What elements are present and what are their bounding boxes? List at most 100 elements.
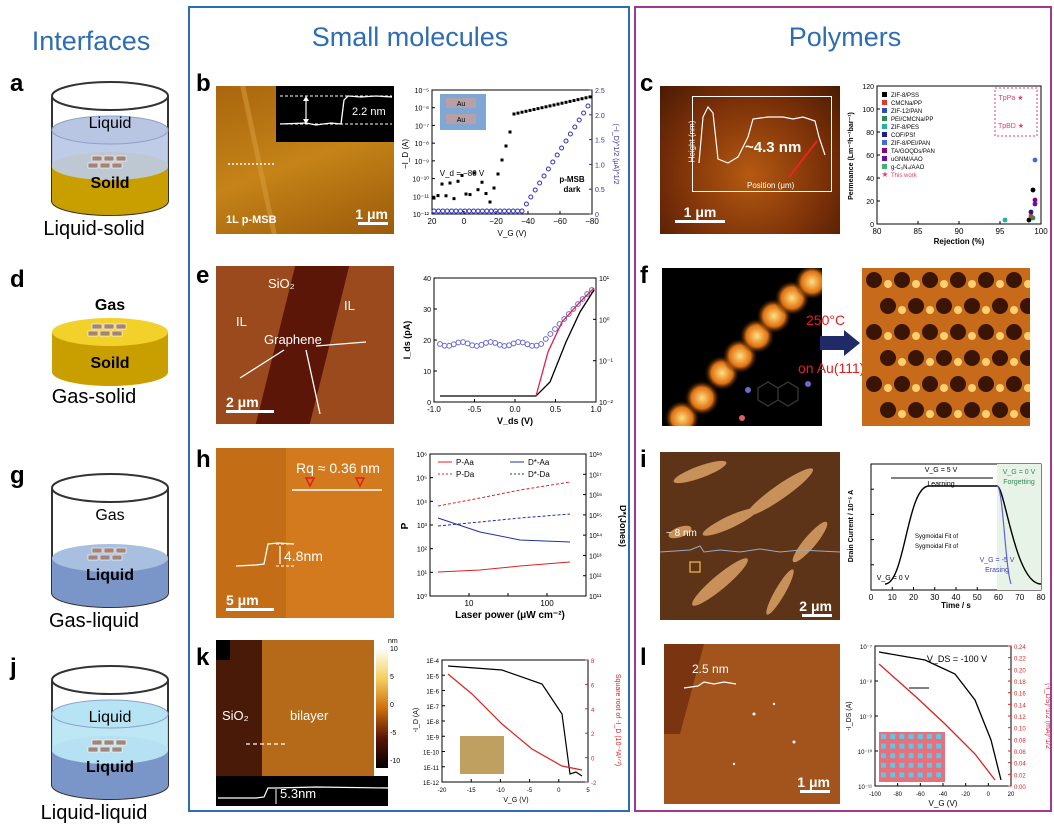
- x-tick-label: −60: [553, 217, 567, 226]
- interface-g-caption: Gas-liquid: [4, 610, 184, 633]
- panel-k-afm-image: SiO₂ bilayer: [216, 640, 374, 776]
- pore: [936, 298, 952, 314]
- panel-l-scale-bar: 1 μm: [782, 774, 830, 793]
- panel-i-afm-image: ~ 8 nm 2 μm: [660, 452, 840, 620]
- y2-tick-label: 0.16: [1014, 692, 1026, 698]
- node: [884, 384, 892, 392]
- x-tick-label: 100: [1034, 227, 1048, 236]
- x-tick-label: 10: [888, 593, 897, 602]
- pore: [1020, 402, 1030, 418]
- y2-tick-label: 0.12: [1014, 715, 1026, 721]
- data-point: [1031, 216, 1036, 221]
- x-tick-label: 0.5: [550, 405, 562, 414]
- panel-i-vg5-label: V_G = 5 V: [925, 467, 958, 474]
- pore: [922, 272, 938, 288]
- y-tick-label: 10⁻⁵: [415, 88, 429, 95]
- y-tick-label: 10: [423, 369, 431, 376]
- node: [968, 280, 976, 288]
- x-tick-label: 0: [462, 217, 467, 226]
- panel-b-letter: b: [196, 70, 211, 98]
- panel-l-letter: l: [640, 644, 647, 672]
- x-tick-label: -15: [467, 788, 476, 794]
- y2-tick-label: 10⁻²: [599, 400, 613, 407]
- legend-label: PEI/CMCNa/PP: [891, 117, 933, 123]
- legend-marker: [882, 140, 887, 145]
- pore: [936, 402, 952, 418]
- panel-h-p-da: [438, 482, 570, 506]
- pore: [964, 350, 980, 366]
- panel-e-scale-bar: 2 μm: [226, 394, 282, 413]
- panel-i-learning-label: Learning: [927, 481, 954, 488]
- node: [912, 280, 920, 288]
- y2-tick-label: 6: [591, 683, 595, 689]
- node: [996, 332, 1004, 340]
- interface-d-bottom-label: Soild: [90, 355, 129, 372]
- panel-h-xlabel: Laser power (μW cm⁻²): [455, 610, 565, 621]
- y2-tick-label: 10⁻¹: [599, 359, 613, 366]
- interface-j-diagram: Liquid Liquid: [40, 660, 180, 810]
- pore: [978, 272, 994, 288]
- y-tick-label: 10⁻⁷: [860, 644, 872, 651]
- y2-tick-label: 1.0: [595, 162, 605, 169]
- node: [1010, 410, 1018, 418]
- node: [926, 306, 934, 314]
- node: [982, 306, 990, 314]
- y2-tick-label: 10¹⁶: [589, 493, 602, 500]
- x-tick-label: 60: [994, 593, 1003, 602]
- panel-h-ylabel: P: [400, 522, 411, 529]
- interface-j-top-label: Liquid: [89, 709, 132, 726]
- legend-marker: [882, 132, 887, 137]
- data-point: [1033, 158, 1038, 163]
- interface-j-caption: Liquid-liquid: [4, 802, 184, 825]
- panel-j-letter: j: [10, 654, 17, 682]
- pore: [992, 350, 1008, 366]
- y-tick-label: 10⁻⁹: [860, 714, 873, 721]
- pore: [978, 376, 994, 392]
- y2-tick-label: 0.18: [1014, 680, 1026, 686]
- colorbar-tick: -10: [390, 758, 400, 765]
- y2-tick-label: 10¹⁸: [589, 452, 602, 459]
- colorbar-tick: 5: [390, 674, 394, 681]
- panel-b-note2: dark: [564, 185, 581, 194]
- node: [884, 332, 892, 340]
- panel-h-letter: h: [196, 446, 211, 474]
- legend-label: P-Aa: [456, 458, 474, 467]
- panel-e-afm-image: SiO₂ IL IL Graphene 2 μm: [216, 266, 394, 424]
- panel-i-fit2: Sygmoidal Fit of: [915, 544, 958, 550]
- node: [1010, 358, 1018, 366]
- panel-b-scale-bar: 1 μm: [342, 206, 388, 225]
- panel-i-fit1: Sygmoidal Fit of: [915, 534, 958, 540]
- y-tick-label: 80: [866, 130, 874, 137]
- panel-c-tag-tpbd: TpBD ★: [998, 122, 1024, 130]
- node: [926, 410, 934, 418]
- node: [968, 332, 976, 340]
- panel-k-xlabel: V_G (V): [503, 797, 528, 804]
- panel-b-inset-label-bottom: Au: [457, 117, 466, 124]
- panel-c-letter: c: [640, 70, 653, 98]
- x-tick-label: 30: [930, 593, 939, 602]
- y-tick-label: 10⁻¹⁰: [412, 176, 429, 184]
- legend-label: P-Da: [456, 470, 475, 479]
- interface-a-top-label: Liquid: [89, 115, 132, 132]
- y2-tick-label: 10¹⁷: [589, 472, 602, 479]
- panel-e-ylabel: I_ds (pA): [402, 321, 412, 360]
- legend-marker: [882, 156, 887, 161]
- x-tick-label: 50: [973, 593, 982, 602]
- legend-label: ZIF-12/PAN: [891, 109, 922, 115]
- y2-tick-label: 0.00: [1014, 785, 1026, 791]
- pore: [978, 324, 994, 340]
- y2-tick-label: 0.5: [595, 187, 605, 194]
- pore: [950, 272, 966, 288]
- panel-i-forgetting-label: Forgetting: [1003, 479, 1035, 486]
- y-tick-label: 10⁻¹¹: [858, 785, 872, 791]
- interface-a-caption: Liquid-solid: [4, 218, 184, 241]
- node: [996, 384, 1004, 392]
- y-tick-label: 1E-12: [423, 781, 440, 787]
- pore: [950, 376, 966, 392]
- colorbar-tick: -5: [390, 730, 396, 737]
- pore: [936, 350, 952, 366]
- y-tick-label: 1E-7: [426, 705, 439, 711]
- pore: [922, 376, 938, 392]
- y-tick-label: 10⁶: [416, 452, 427, 459]
- y2-tick-label: 2: [591, 732, 595, 738]
